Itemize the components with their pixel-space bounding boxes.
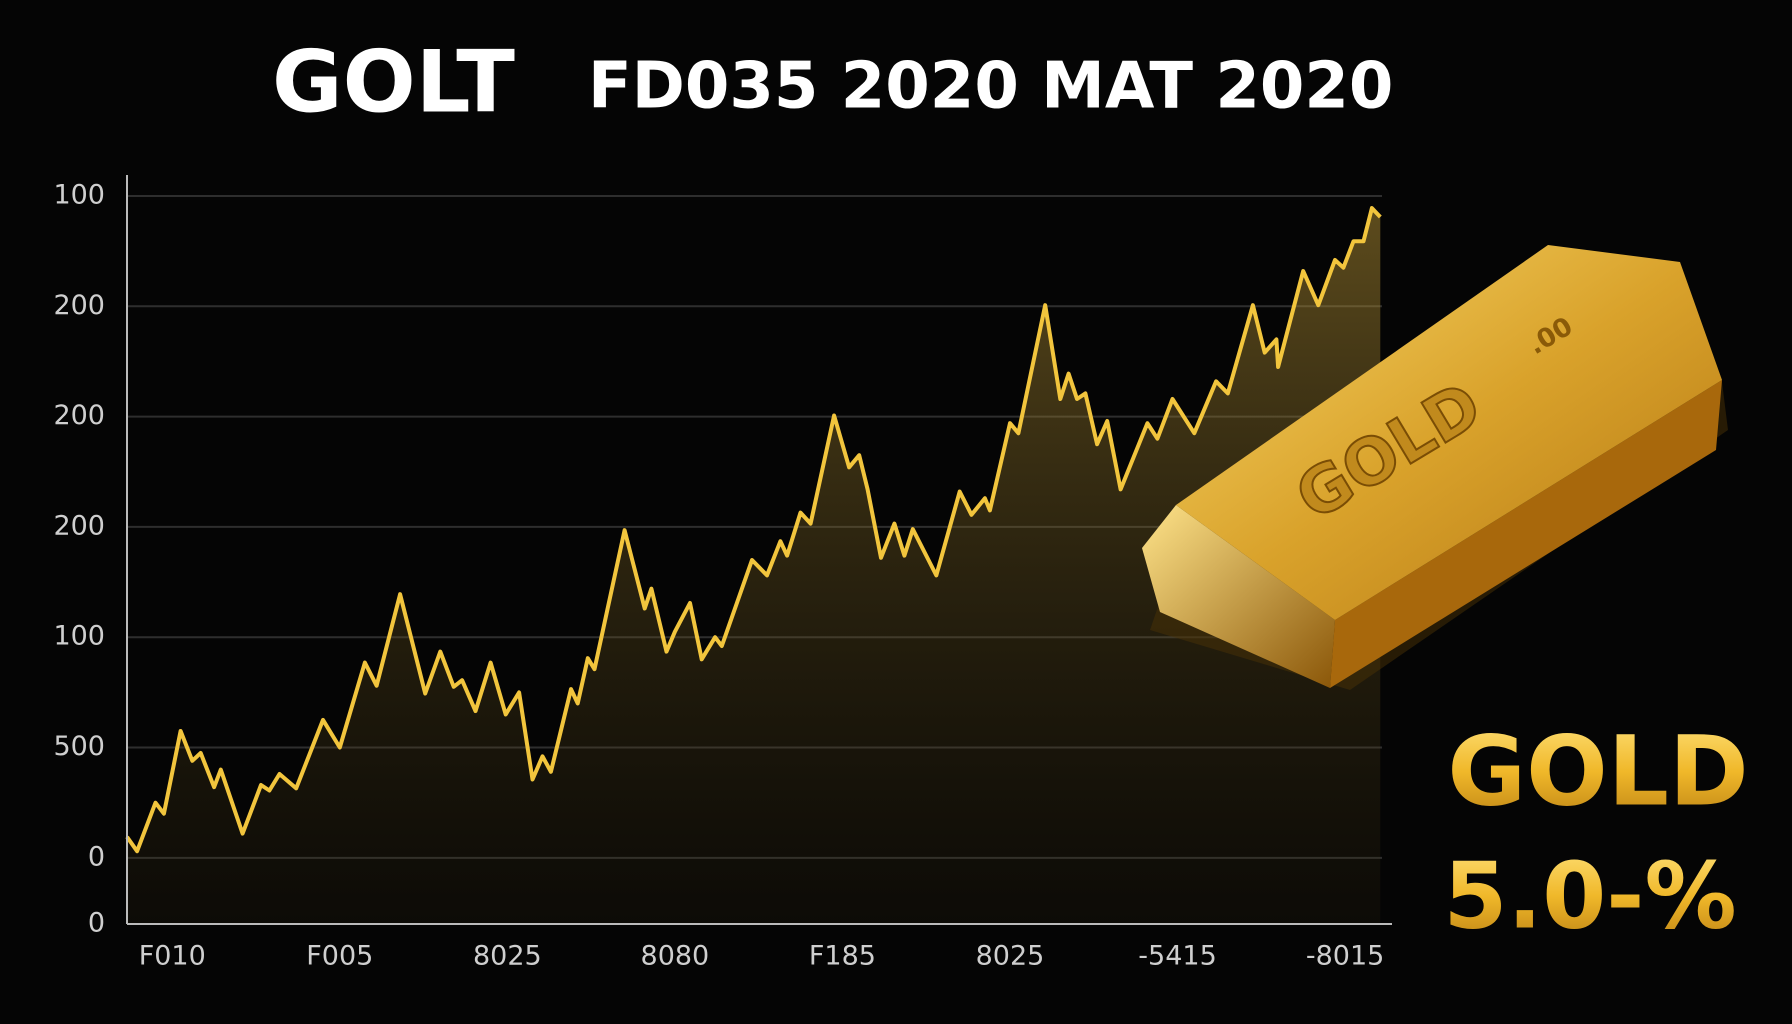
y-tick-label: 200 [53,510,105,541]
y-tick-label: 0 [88,908,105,939]
x-tick-label: F185 [809,941,876,972]
bar-side-face [1330,380,1722,688]
x-tick-label: 8025 [473,941,542,972]
x-tick-label: 8080 [641,941,710,972]
y-tick-label: 500 [53,731,105,762]
chart-subtitle: FD035 2020 MAT 2020 [588,50,1393,124]
y-tick-label: 100 [53,180,105,211]
chart-title: GOLT [272,32,515,132]
x-tick-label: F010 [139,941,206,972]
y-tick-label: 200 [53,400,105,431]
badge-value: 5.0-% [1443,842,1736,949]
x-tick-label: 8025 [976,941,1045,972]
y-tick-label: 100 [53,621,105,652]
x-tick-label: -8015 [1306,941,1384,972]
line [125,206,1382,854]
x-tick-label: -5415 [1138,941,1216,972]
bar-front-face [1142,505,1335,688]
y-tick-label: 200 [53,290,105,321]
y-tick-label: 0 [88,841,105,872]
area [127,208,1381,925]
x-tick-label: F005 [306,941,373,972]
badge-label: GOLD [1447,715,1748,827]
bar-top-face [1176,245,1722,620]
